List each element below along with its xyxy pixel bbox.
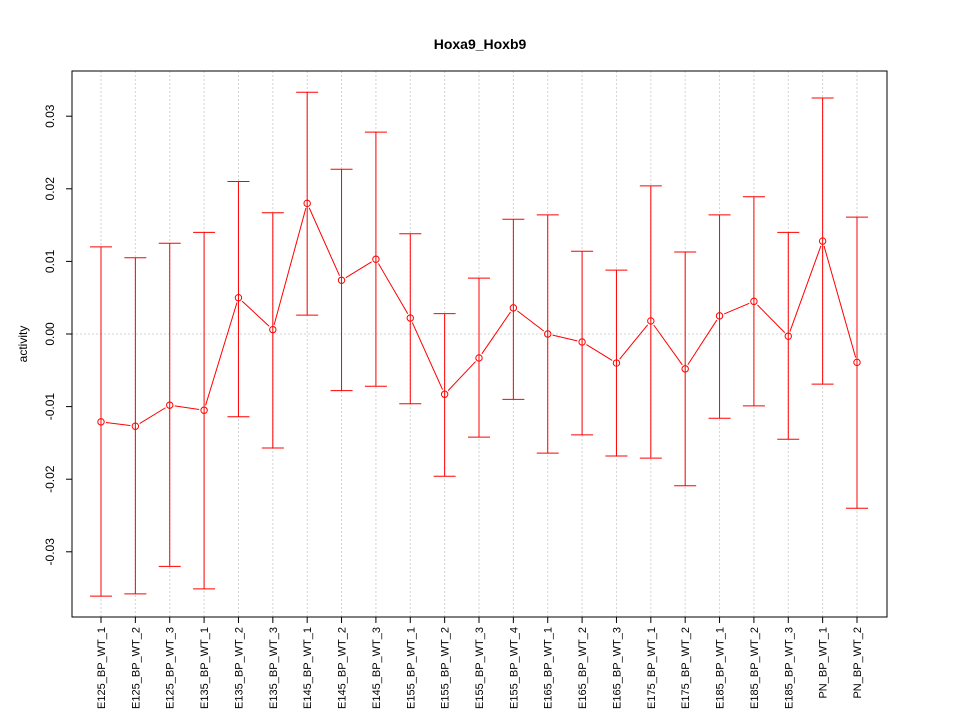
y-tick-label: 0.01 (43, 249, 57, 273)
line-segment (345, 261, 372, 279)
data-point (612, 359, 621, 367)
x-tick-label: E165_BP_WT_3 (611, 627, 623, 709)
data-point (475, 354, 483, 362)
x-tick-label: E155_BP_WT_1 (405, 627, 417, 709)
line-segment (823, 245, 857, 358)
x-tick-label: E155_BP_WT_4 (508, 627, 520, 709)
plot-frame (71, 70, 888, 618)
line-segment (205, 302, 238, 406)
x-tick-label: E125_BP_WT_3 (165, 627, 177, 709)
y-tick-label: 0.02 (43, 177, 57, 201)
data-point (200, 406, 208, 414)
y-axis: -0.03 -0.02 -0.01 0.00 0.01 0.02 0.03 (43, 104, 72, 565)
x-tick-label: E185_BP_WT_1 (715, 627, 727, 709)
x-tick-label: E135_BP_WT_1 (199, 627, 211, 709)
data-point (818, 237, 827, 245)
data-point (440, 390, 449, 398)
data-point (234, 294, 243, 302)
y-tick-label: -0.02 (43, 465, 57, 493)
x-tick-label: E155_BP_WT_2 (440, 627, 452, 709)
x-tick-label: E155_BP_WT_3 (474, 627, 486, 709)
line-segment (308, 207, 340, 276)
x-tick-label: E145_BP_WT_1 (302, 627, 314, 709)
y-tick-label: -0.01 (43, 393, 57, 421)
x-tick-label: E175_BP_WT_2 (680, 627, 692, 709)
line-segment (789, 245, 822, 332)
data-point (406, 314, 414, 322)
x-axis: E125_BP_WT_1 E125_BP_WT_2 E125_BP_WT_3 E135… (96, 617, 864, 709)
x-tick-label: E145_BP_WT_2 (337, 627, 349, 709)
y-tick-label: -0.03 (43, 538, 57, 566)
x-tick-label: E165_BP_WT_2 (577, 627, 589, 709)
data-point (578, 338, 586, 346)
y-axis-label: activity (16, 326, 30, 363)
line-segment (241, 300, 270, 327)
x-tick-label: E125_BP_WT_2 (130, 627, 142, 709)
line-segment (139, 407, 166, 425)
data-point (784, 332, 792, 340)
data-point (681, 365, 689, 373)
line-segment (517, 310, 545, 332)
x-tick-label: E135_BP_WT_3 (268, 627, 280, 709)
data-point (97, 418, 105, 426)
line-segment (273, 208, 307, 325)
series-activity (90, 91, 868, 597)
x-tick-label: PN_BP_WT_1 (818, 627, 830, 699)
data-point (544, 330, 552, 338)
x-tick-label: E135_BP_WT_2 (233, 627, 245, 709)
data-point (166, 401, 174, 409)
y-tick-label: 0.03 (43, 104, 57, 128)
line-segment (757, 304, 786, 333)
x-tick-label: E185_BP_WT_3 (783, 627, 795, 709)
x-tick-label: E165_BP_WT_1 (543, 627, 555, 709)
line-segment (723, 302, 750, 315)
x-tick-label: E125_BP_WT_1 (96, 627, 108, 709)
x-tick-label: E175_BP_WT_1 (646, 627, 658, 709)
line-segment (411, 322, 444, 390)
data-point (337, 276, 346, 284)
data-point (509, 304, 518, 312)
data-point (131, 422, 140, 430)
line-segment (653, 324, 683, 366)
line-segment (378, 263, 409, 314)
x-tick-label: E145_BP_WT_3 (371, 627, 383, 709)
data-point (853, 358, 861, 367)
data-point (647, 317, 655, 325)
data-point (750, 297, 758, 306)
data-point (303, 199, 311, 208)
x-tick-label: PN_BP_WT_2 (852, 627, 864, 699)
data-point (269, 325, 277, 334)
x-tick-label: E185_BP_WT_2 (749, 627, 761, 709)
line-segment (586, 344, 613, 361)
data-point (372, 255, 380, 263)
data-point (715, 312, 724, 320)
line-segment (447, 361, 476, 391)
line-segment (687, 319, 718, 365)
line-segment (552, 334, 578, 342)
line-segment (105, 421, 131, 427)
line-segment (619, 324, 649, 360)
y-tick-label: 0.00 (43, 322, 57, 346)
line-segment (481, 311, 511, 355)
chart-title: Hoxa9_Hoxb9 (434, 36, 527, 52)
line-segment (174, 405, 200, 410)
